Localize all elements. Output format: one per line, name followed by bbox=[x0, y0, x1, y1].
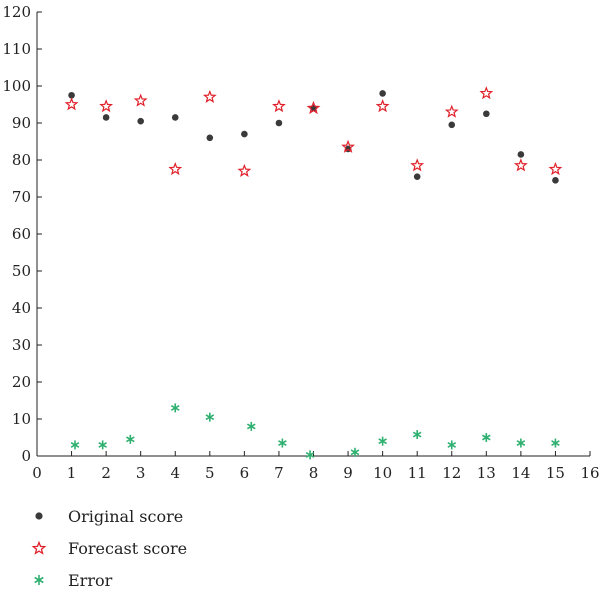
point-original bbox=[552, 177, 559, 184]
x-tick-label: 8 bbox=[309, 464, 319, 482]
x-tick-label: 12 bbox=[442, 464, 461, 482]
y-tick-label: 50 bbox=[12, 262, 31, 280]
y-tick-label: 100 bbox=[2, 77, 31, 95]
legend-item-error: Error bbox=[28, 564, 187, 596]
point-original bbox=[241, 130, 248, 138]
x-tick-label: 16 bbox=[580, 464, 599, 482]
y-tick-label: 20 bbox=[12, 373, 31, 391]
point-error bbox=[170, 403, 180, 413]
point-error bbox=[278, 438, 287, 448]
y-tick-label: 10 bbox=[12, 410, 31, 428]
x-tick-label: 13 bbox=[477, 464, 496, 482]
series-error bbox=[70, 403, 560, 460]
point-forecast bbox=[272, 99, 286, 113]
point-forecast bbox=[479, 86, 494, 100]
point-error bbox=[305, 450, 315, 460]
point-forecast bbox=[375, 99, 390, 113]
point-forecast bbox=[341, 139, 355, 153]
legend-label-original: Original score bbox=[68, 506, 184, 526]
x-tick-label: 0 bbox=[32, 464, 42, 482]
point-original bbox=[483, 110, 490, 118]
point-forecast bbox=[133, 93, 148, 107]
legend: Original score Forecast score Error bbox=[28, 500, 187, 596]
y-tick-label: 60 bbox=[12, 225, 31, 243]
point-error bbox=[481, 433, 491, 442]
point-original bbox=[137, 117, 144, 125]
point-original bbox=[206, 134, 214, 142]
point-original bbox=[413, 173, 421, 180]
y-tick-label: 80 bbox=[12, 151, 31, 169]
point-original bbox=[102, 114, 110, 121]
x-tick-label: 7 bbox=[274, 464, 284, 482]
x-tick-label: 10 bbox=[373, 464, 392, 482]
y-tick-label: 120 bbox=[2, 3, 31, 21]
point-original bbox=[379, 90, 386, 97]
legend-label-forecast: Forecast score bbox=[68, 538, 188, 558]
data-marks bbox=[64, 86, 563, 460]
point-forecast bbox=[548, 161, 563, 176]
star-marker-icon bbox=[31, 540, 47, 555]
point-error bbox=[551, 438, 560, 448]
y-tick-label: 40 bbox=[12, 299, 31, 317]
x-tick-label: 9 bbox=[343, 464, 353, 482]
y-tick-label: 90 bbox=[12, 114, 31, 132]
point-error bbox=[98, 440, 107, 450]
x-tick-label: 1 bbox=[67, 464, 77, 482]
point-forecast bbox=[99, 99, 114, 113]
y-tick-label: 30 bbox=[12, 336, 31, 354]
legend-label-error: Error bbox=[68, 570, 113, 590]
point-error bbox=[205, 412, 215, 422]
x-tick-label: 15 bbox=[546, 464, 565, 482]
point-forecast bbox=[202, 89, 217, 103]
point-error bbox=[447, 440, 457, 450]
point-forecast bbox=[444, 104, 459, 118]
x-tick-label: 14 bbox=[511, 464, 530, 482]
legend-item-forecast: Forecast score bbox=[28, 532, 187, 564]
y-tick-label: 70 bbox=[12, 188, 31, 206]
point-forecast bbox=[513, 158, 528, 172]
point-error bbox=[378, 436, 387, 446]
point-error bbox=[516, 438, 526, 448]
point-forecast bbox=[64, 97, 79, 111]
x-tick-label: 11 bbox=[408, 464, 427, 482]
x-tick-label: 3 bbox=[136, 464, 146, 482]
point-error bbox=[70, 440, 80, 450]
point-forecast bbox=[410, 158, 425, 172]
point-forecast bbox=[168, 161, 183, 176]
point-error bbox=[126, 434, 135, 444]
legend-item-original: Original score bbox=[28, 500, 187, 532]
point-original bbox=[517, 151, 525, 158]
point-forecast bbox=[237, 163, 252, 177]
point-original bbox=[448, 121, 456, 129]
point-forecast bbox=[306, 100, 321, 115]
circle-marker-icon bbox=[35, 512, 43, 520]
x-tick-label: 2 bbox=[101, 464, 111, 482]
y-tick-label: 0 bbox=[21, 447, 31, 465]
series-forecast-score bbox=[64, 86, 563, 177]
point-original bbox=[68, 91, 75, 99]
point-error bbox=[412, 430, 422, 440]
asterisk-marker-icon bbox=[34, 575, 44, 585]
point-original bbox=[275, 119, 283, 127]
x-tick-label: 6 bbox=[240, 464, 250, 482]
x-tick-label: 5 bbox=[205, 464, 215, 482]
point-original bbox=[171, 114, 179, 121]
x-tick-label: 4 bbox=[170, 464, 180, 482]
y-tick-label: 110 bbox=[2, 40, 31, 58]
point-error bbox=[246, 421, 256, 431]
point-error bbox=[350, 447, 360, 457]
